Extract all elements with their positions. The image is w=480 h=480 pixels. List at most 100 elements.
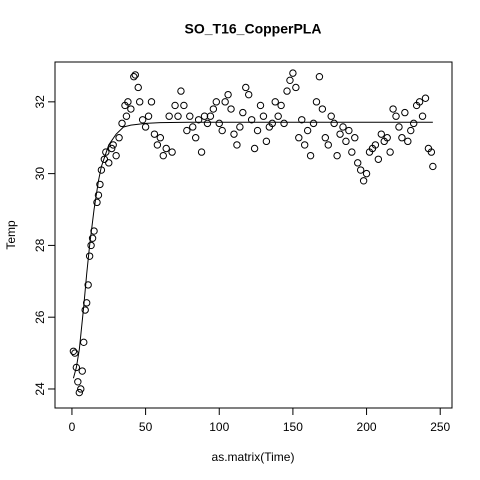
y-tick-label: 24 — [33, 382, 47, 396]
data-point — [371, 141, 380, 149]
data-point — [348, 148, 356, 156]
data-point — [312, 98, 321, 106]
data-point — [134, 83, 142, 92]
data-point — [218, 126, 226, 135]
data-point — [74, 378, 82, 386]
data-point — [268, 119, 276, 128]
data-point — [221, 98, 229, 106]
data-point — [165, 112, 173, 120]
data-point — [339, 123, 347, 131]
y-tick-label: 30 — [33, 167, 47, 181]
data-point — [389, 105, 397, 113]
data-point — [286, 76, 294, 85]
data-point — [141, 123, 150, 131]
data-point — [177, 87, 185, 95]
data-point — [162, 144, 170, 153]
data-point — [127, 105, 135, 113]
data-point — [383, 134, 391, 142]
data-point — [71, 349, 79, 357]
data-point — [398, 134, 406, 142]
data-point — [112, 151, 120, 160]
data-point — [159, 151, 167, 160]
data-point — [200, 112, 209, 120]
data-point — [351, 134, 359, 142]
data-point — [245, 90, 253, 99]
data-point — [321, 134, 330, 142]
data-point — [156, 134, 165, 142]
data-point — [108, 144, 116, 153]
data-point — [274, 112, 282, 120]
data-point — [318, 105, 327, 113]
data-point — [386, 148, 394, 156]
data-point — [115, 134, 123, 142]
data-point — [327, 112, 335, 120]
data-point — [342, 137, 350, 146]
data-point — [118, 119, 126, 128]
data-point — [247, 116, 256, 124]
data-point — [171, 101, 179, 110]
chart-title: SO_T16_CopperPLA — [185, 21, 322, 37]
data-point — [174, 112, 182, 120]
data-point — [138, 116, 147, 124]
data-point — [84, 281, 92, 289]
data-point — [359, 177, 368, 185]
data-point — [336, 130, 344, 138]
x-tick-label: 50 — [139, 420, 153, 434]
data-point — [250, 144, 259, 153]
data-point — [401, 108, 409, 117]
data-point — [415, 98, 424, 106]
data-point — [147, 98, 156, 106]
data-point — [345, 126, 353, 135]
data-point — [295, 134, 303, 142]
data-point — [239, 108, 247, 117]
data-point — [377, 130, 385, 138]
data-point — [362, 169, 371, 178]
data-point — [144, 112, 153, 120]
data-point — [427, 148, 436, 156]
data-point — [90, 227, 98, 235]
data-point — [215, 119, 223, 128]
y-tick-label: 32 — [33, 95, 47, 109]
data-point — [77, 385, 85, 393]
data-point — [180, 101, 188, 110]
data-point — [105, 159, 113, 167]
y-tick-label: 26 — [33, 310, 47, 324]
data-point — [429, 162, 437, 171]
data-point — [280, 119, 288, 128]
data-point — [392, 112, 400, 120]
x-tick-label: 200 — [357, 420, 377, 434]
data-point — [150, 130, 159, 138]
data-point — [277, 101, 285, 110]
data-point — [75, 388, 84, 397]
data-point — [183, 126, 191, 135]
data-point — [96, 180, 104, 189]
x-tick-label: 0 — [69, 420, 76, 434]
data-point — [131, 71, 139, 79]
data-point — [404, 137, 412, 146]
x-axis-label: as.matrix(Time) — [212, 450, 295, 464]
data-point — [78, 367, 86, 375]
data-point — [333, 151, 341, 160]
data-point — [93, 198, 101, 207]
data-point — [303, 126, 312, 135]
data-point — [292, 83, 300, 92]
data-point — [236, 123, 244, 131]
x-tick-label: 150 — [283, 420, 303, 434]
data-point — [197, 148, 206, 156]
data-point — [253, 126, 262, 135]
data-point — [206, 112, 215, 120]
data-point — [80, 338, 88, 347]
data-point — [85, 252, 94, 260]
data-point — [421, 94, 430, 102]
data-point — [194, 116, 203, 124]
data-point — [88, 234, 97, 242]
data-point — [330, 119, 338, 128]
data-point — [259, 112, 268, 120]
data-point — [315, 73, 324, 81]
x-tick-label: 250 — [430, 420, 450, 434]
data-point — [136, 98, 144, 106]
data-point — [122, 112, 131, 120]
data-point — [227, 105, 235, 113]
data-point — [109, 141, 117, 149]
data-point — [191, 134, 200, 142]
